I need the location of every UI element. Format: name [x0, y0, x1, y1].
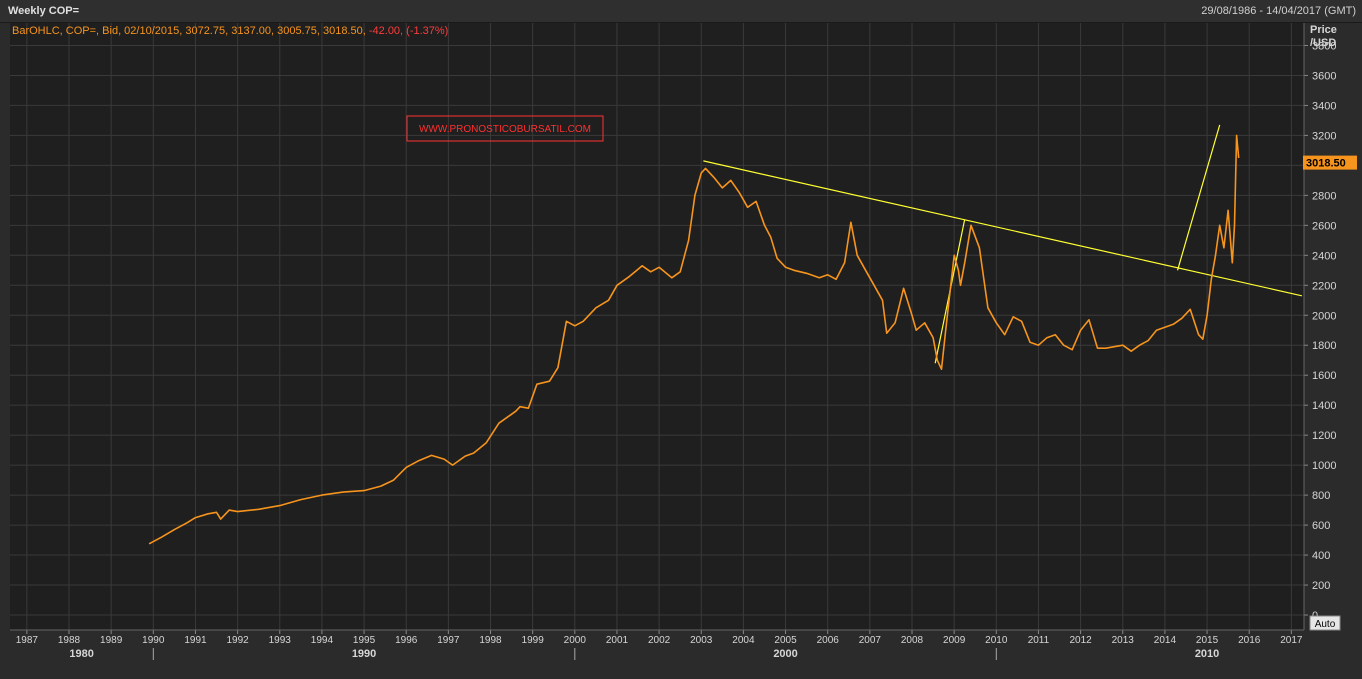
watermark-box: WWW.PRONOSTICOBURSATIL.COM [406, 115, 604, 142]
x-tick-label: 2002 [648, 635, 671, 646]
y-tick-label: 1600 [1312, 370, 1336, 382]
y-tick-label: 3600 [1312, 70, 1336, 82]
x-tick-label: 2009 [943, 635, 966, 646]
y-tick-label: 2600 [1312, 220, 1336, 232]
x-tick-label: 1993 [269, 635, 292, 646]
window-title: Weekly COP= [8, 5, 80, 17]
y-tick-label: 800 [1312, 490, 1330, 502]
y-axis-label-price: Price [1310, 24, 1337, 36]
y-tick-label: 3800 [1312, 40, 1336, 52]
decade-tick-label: 1980 [69, 648, 93, 660]
auto-button-label: Auto [1315, 619, 1336, 630]
x-tick-label: 1998 [479, 635, 502, 646]
y-axis-label-unit: /USD [1310, 37, 1336, 49]
x-tick-label: 1990 [142, 635, 165, 646]
auto-scale-button[interactable]: Auto [1309, 615, 1341, 631]
plot-area[interactable] [10, 23, 1304, 630]
last-price-badge: 3018.50 [1303, 155, 1357, 170]
x-tick-label: 1997 [437, 635, 460, 646]
x-tick-label: 2001 [606, 635, 629, 646]
decade-tick-label: 2000 [773, 648, 797, 660]
x-tick-label: 2007 [859, 635, 882, 646]
y-tick-label: 600 [1312, 520, 1330, 532]
x-tick-label: 1994 [311, 635, 334, 646]
last-price-value: 3018.50 [1306, 158, 1346, 170]
x-tick-label: 1987 [16, 635, 39, 646]
x-tick-label: 2004 [732, 635, 755, 646]
y-tick-label: 2400 [1312, 250, 1336, 262]
x-tick-label: 2016 [1238, 635, 1261, 646]
y-tick-label: 1400 [1312, 400, 1336, 412]
x-tick-label: 1988 [58, 635, 81, 646]
y-tick-label: 200 [1312, 580, 1330, 592]
y-tick-label: 3200 [1312, 130, 1336, 142]
x-tick-label: 2014 [1154, 635, 1177, 646]
axes: 0200400600800100012001400160018002000220… [10, 23, 1336, 660]
legend-prefix: BarOHLC, COP=, Bid, 02/10/2015, 3072.75,… [12, 25, 366, 37]
y-tick-label: 2800 [1312, 190, 1336, 202]
x-tick-label: 2013 [1112, 635, 1135, 646]
x-tick-label: 2015 [1196, 635, 1219, 646]
x-tick-label: 1996 [395, 635, 418, 646]
x-tick-label: 2005 [774, 635, 797, 646]
x-tick-label: 2008 [901, 635, 924, 646]
trendline [1176, 124, 1221, 271]
legend-change: -42.00, (-1.37%) [369, 25, 448, 37]
title-bar: Weekly COP= 29/08/1986 - 14/04/2017 (GMT… [0, 0, 1362, 23]
trendline [703, 160, 1303, 297]
y-tick-label: 400 [1312, 550, 1330, 562]
x-tick-label: 2010 [985, 635, 1008, 646]
x-tick-label: 1992 [226, 635, 249, 646]
series-line-cop [148, 134, 1240, 545]
x-tick-label: 2000 [564, 635, 587, 646]
date-range: 29/08/1986 - 14/04/2017 (GMT) [1201, 5, 1356, 17]
x-tick-label: 1989 [100, 635, 123, 646]
y-tick-label: 3400 [1312, 100, 1336, 112]
x-tick-label: 2012 [1069, 635, 1092, 646]
y-tick-label: 2200 [1312, 280, 1336, 292]
decade-tick-label: 1990 [352, 648, 376, 660]
decade-tick-label: 2010 [1195, 648, 1219, 660]
x-tick-label: 2006 [817, 635, 840, 646]
x-tick-label: 1999 [522, 635, 545, 646]
y-tick-label: 2000 [1312, 310, 1336, 322]
x-tick-label: 2003 [690, 635, 713, 646]
y-tick-label: 1000 [1312, 460, 1336, 472]
legend-ohlc: BarOHLC, COP=, Bid, 02/10/2015, 3072.75,… [12, 25, 448, 37]
x-tick-label: 1991 [184, 635, 207, 646]
y-tick-label: 1800 [1312, 340, 1336, 352]
watermark-text: WWW.PRONOSTICOBURSATIL.COM [419, 124, 591, 135]
x-tick-label: 2011 [1028, 635, 1050, 646]
y-tick-label: 1200 [1312, 430, 1336, 442]
x-tick-label: 2017 [1280, 635, 1303, 646]
x-tick-label: 1995 [353, 635, 376, 646]
